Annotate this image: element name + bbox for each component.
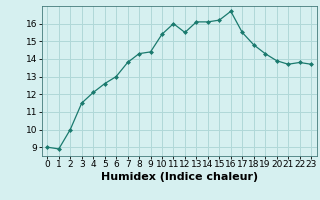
X-axis label: Humidex (Indice chaleur): Humidex (Indice chaleur): [100, 172, 258, 182]
